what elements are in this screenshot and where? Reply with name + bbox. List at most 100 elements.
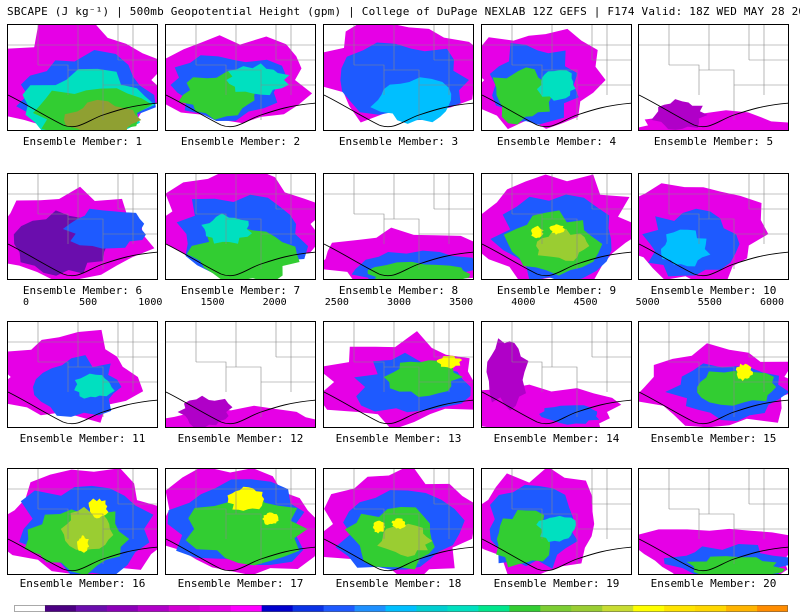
state-boundary: [669, 213, 700, 244]
gulf-coastline: [324, 391, 473, 425]
colorbar-swatch: [14, 605, 46, 612]
colorbar-swatch: [75, 605, 108, 612]
ensemble-map-panel: [323, 468, 474, 575]
colorbar-swatch: [695, 605, 727, 612]
cape-contour-fill: [383, 360, 464, 397]
ensemble-map-panel: [323, 173, 474, 280]
ensemble-member-label: Ensemble Member: 19: [493, 577, 620, 590]
ensemble-map-panel: [165, 24, 316, 131]
ensemble-member-label: Ensemble Member: 4: [496, 135, 617, 148]
sbcape-map: [8, 469, 157, 574]
ensemble-member-label: Ensemble Member: 12: [177, 432, 304, 445]
state-boundary: [354, 213, 385, 244]
state-boundary: [38, 64, 69, 95]
cape-contour-fill: [531, 225, 544, 239]
state-boundary: [354, 508, 385, 539]
colorbar-swatch: [416, 605, 449, 612]
ensemble-map-panel: [481, 24, 632, 131]
colorbar-swatch: [726, 605, 758, 612]
ensemble-member-label: Ensemble Member: 9: [496, 284, 617, 297]
colorbar-swatch: [757, 605, 788, 612]
ensemble-map-panel: [165, 468, 316, 575]
state-boundary: [196, 361, 227, 392]
sbcape-map: [639, 25, 788, 130]
ensemble-member-label: Ensemble Member: 6: [22, 284, 143, 297]
state-boundary: [669, 508, 700, 539]
cape-contour-fill: [492, 67, 553, 125]
colorbar-tick-label: 0: [22, 297, 30, 308]
map-title: SBCAPE (J kg⁻¹) | 500mb Geopotential Hei…: [7, 5, 800, 18]
state-boundary: [226, 513, 262, 564]
gulf-coastline: [639, 391, 788, 425]
state-boundary: [699, 513, 735, 564]
state-boundary: [384, 366, 420, 417]
ensemble-map-panel: [323, 321, 474, 428]
colorbar-tick-label: 3500: [449, 297, 474, 308]
gulf-coastline: [639, 538, 788, 572]
ensemble-map-panel: [7, 24, 158, 131]
state-boundary: [196, 213, 227, 244]
colorbar-tick-label: 4500: [573, 297, 598, 308]
sbcape-map: [639, 322, 788, 427]
state-boundary: [669, 361, 700, 392]
state-boundary: [68, 366, 104, 417]
colorbar-swatch: [571, 605, 603, 612]
sbcape-map: [482, 25, 631, 130]
gulf-coastline: [8, 391, 157, 425]
cape-contour-fill: [697, 371, 777, 406]
cape-contour-fill: [262, 512, 279, 525]
sbcape-map: [324, 25, 473, 128]
cape-contour-fill: [735, 363, 753, 381]
cape-contour-fill: [88, 498, 109, 519]
gulf-coastline: [166, 538, 315, 572]
ensemble-member-label: Ensemble Member: 7: [180, 284, 301, 297]
colorbar-swatch: [168, 605, 201, 612]
cape-contour-fill: [201, 213, 252, 244]
cape-contour-fill: [651, 99, 708, 130]
state-boundary: [542, 69, 578, 120]
state-boundary: [38, 361, 69, 392]
colorbar-swatch: [137, 605, 170, 612]
sbcape-map: [639, 469, 788, 574]
colorbar-swatch: [230, 605, 263, 612]
ensemble-map-panel: [323, 24, 474, 131]
ensemble-member-label: Ensemble Member: 15: [650, 432, 777, 445]
gulf-coastline: [324, 243, 473, 277]
ensemble-member-label: Ensemble Member: 18: [335, 577, 462, 590]
ensemble-member-label: Ensemble Member: 10: [650, 284, 777, 297]
state-boundary: [196, 64, 227, 95]
gulf-coastline: [8, 243, 157, 277]
gulf-coastline: [482, 391, 631, 425]
ensemble-member-label: Ensemble Member: 2: [180, 135, 301, 148]
sbcape-map: [166, 174, 315, 279]
colorbar-swatch: [106, 605, 139, 612]
state-boundary: [699, 218, 735, 269]
colorbar-tick-label: 6000: [759, 297, 785, 308]
cape-contour-fill: [372, 520, 386, 534]
colorbar-tick-label: 3000: [386, 297, 412, 308]
sbcape-map: [482, 469, 631, 574]
colorbar-tick-label: 1500: [200, 297, 225, 308]
cape-contour-fill: [536, 70, 576, 101]
gulf-coastline: [482, 243, 631, 277]
state-boundary: [38, 508, 69, 539]
colorbar-swatch: [447, 605, 479, 612]
cape-contour-fill: [661, 229, 711, 267]
gulf-coastline: [8, 538, 157, 572]
ensemble-map-panel: [7, 468, 158, 575]
colorbar-tick-label: 1000: [138, 297, 163, 308]
sbcape-map: [8, 25, 157, 130]
colorbar-swatch: [540, 605, 572, 612]
cape-contour-fill: [496, 510, 550, 568]
ensemble-member-label: Ensemble Member: 20: [650, 577, 777, 590]
cape-contour-fill: [436, 355, 463, 369]
sbcape-map: [639, 174, 788, 279]
ensemble-member-label: Ensemble Member: 16: [19, 577, 146, 590]
sbcape-map: [324, 469, 473, 574]
cape-contour-fill: [74, 373, 115, 399]
state-boundary: [68, 69, 104, 120]
gulf-coastline: [324, 538, 473, 572]
colorbar-swatch: [44, 605, 77, 612]
state-boundary: [542, 366, 578, 417]
sbcape-map: [166, 322, 315, 427]
